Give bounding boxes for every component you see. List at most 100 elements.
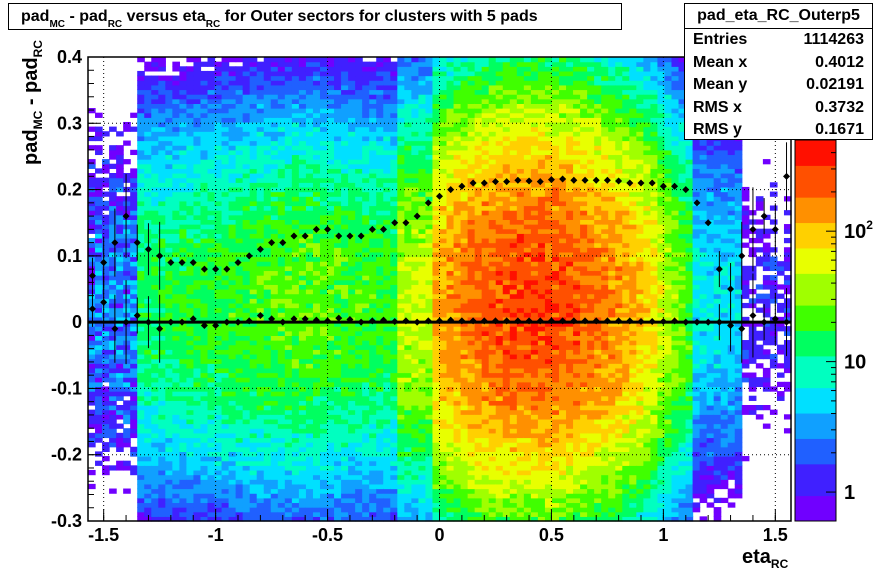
heatmap-cell: [200, 70, 209, 77]
heatmap-cell: [207, 409, 216, 415]
heatmap-cell: [453, 400, 462, 406]
heatmap-cell: [130, 377, 138, 383]
heatmap-cell: [116, 298, 124, 304]
heatmap-cell: [453, 335, 462, 341]
heatmap-cell: [200, 386, 209, 392]
heatmap-cell: [327, 516, 335, 522]
heatmap-cell: [186, 432, 195, 439]
heatmap-cell: [172, 112, 180, 118]
heatmap-cell: [284, 363, 293, 369]
heatmap-cell: [116, 256, 124, 262]
heatmap-cell: [319, 168, 328, 174]
heatmap-cell: [95, 247, 103, 253]
heatmap-cell: [369, 353, 377, 360]
heatmap-cell: [383, 256, 391, 262]
heatmap-cell: [327, 270, 335, 276]
heatmap-cell: [334, 149, 342, 156]
heatmap-cell: [312, 66, 321, 72]
heatmap-cell: [383, 483, 391, 490]
heatmap-cell: [221, 80, 230, 86]
heatmap-cell: [284, 224, 293, 230]
heatmap-cell: [369, 414, 377, 420]
heatmap-cell: [256, 460, 265, 466]
heatmap-cell: [327, 479, 335, 485]
heatmap-cell: [109, 237, 117, 244]
heatmap-cell: [348, 140, 356, 146]
heatmap-cell: [390, 460, 398, 466]
heatmap-cell: [172, 474, 180, 480]
heatmap-cell: [249, 173, 258, 179]
heatmap-cell: [369, 405, 377, 411]
heatmap-cell: [193, 233, 202, 239]
heatmap-cell: [334, 363, 342, 369]
heatmap-cell: [249, 284, 258, 290]
heatmap-cell: [432, 121, 441, 128]
heatmap-cell: [221, 400, 230, 406]
heatmap-cell: [341, 275, 349, 281]
heatmap-cell: [242, 483, 251, 490]
heatmap-cell: [228, 251, 237, 258]
heatmap-cell: [95, 289, 103, 295]
heatmap-cell: [446, 214, 455, 220]
heatmap-cell: [341, 507, 349, 513]
heatmap-cell: [425, 395, 434, 401]
heatmap-cell: [305, 497, 314, 504]
heatmap-cell: [200, 460, 209, 466]
heatmap-cell: [130, 400, 138, 406]
heatmap-cell: [284, 66, 293, 72]
heatmap-cell: [228, 289, 237, 295]
heatmap-cell: [376, 219, 384, 225]
heatmap-cell: [277, 367, 286, 374]
heatmap-cell: [95, 367, 103, 374]
heatmap-cell: [298, 377, 307, 383]
heatmap-cell: [439, 405, 448, 411]
heatmap-cell: [411, 126, 420, 132]
heatmap-cell: [383, 154, 391, 160]
heatmap-cell: [186, 289, 195, 295]
heatmap-cell: [425, 442, 434, 448]
heatmap-cell: [137, 293, 145, 299]
heatmap-cell: [235, 80, 244, 86]
heatmap-cell: [193, 363, 202, 369]
heatmap-cell: [397, 94, 405, 100]
heatmap-cell: [348, 186, 356, 193]
heatmap-cell: [305, 94, 314, 100]
heatmap-cell: [249, 437, 258, 443]
heatmap-cell: [130, 451, 138, 457]
heatmap-cell: [137, 400, 145, 406]
heatmap-cell: [130, 381, 138, 388]
heatmap-cell: [439, 367, 448, 374]
heatmap-cell: [235, 196, 244, 202]
heatmap-cell: [256, 474, 265, 480]
heatmap-cell: [165, 205, 173, 211]
heatmap-cell: [123, 409, 131, 415]
heatmap-cell: [284, 173, 293, 179]
heatmap-cell: [291, 321, 300, 327]
heatmap-cell: [327, 493, 335, 499]
heatmap-cell: [242, 414, 251, 420]
heatmap-cell: [411, 237, 420, 244]
heatmap-cell: [390, 298, 398, 304]
heatmap-cell: [291, 409, 300, 415]
heatmap-cell: [270, 219, 279, 225]
heatmap-cell: [369, 293, 377, 299]
heatmap-cell: [116, 177, 124, 183]
heatmap-cell: [263, 210, 272, 216]
heatmap-cell: [214, 446, 223, 452]
heatmap-cell: [319, 131, 328, 137]
heatmap-cell: [369, 126, 377, 132]
heatmap-cell: [109, 228, 117, 234]
heatmap-cell: [263, 326, 272, 332]
heatmap-cell: [390, 191, 398, 197]
heatmap-cell: [305, 233, 314, 239]
heatmap-cell: [446, 98, 455, 104]
heatmap-cell: [362, 284, 370, 290]
heatmap-cell: [270, 284, 279, 290]
heatmap-cell: [158, 256, 166, 262]
heatmap-cell: [404, 409, 412, 415]
heatmap-cell: [165, 265, 173, 272]
heatmap-cell: [397, 75, 405, 81]
heatmap-cell: [144, 135, 152, 142]
heatmap-cell: [327, 391, 335, 397]
heatmap-cell: [256, 353, 265, 360]
